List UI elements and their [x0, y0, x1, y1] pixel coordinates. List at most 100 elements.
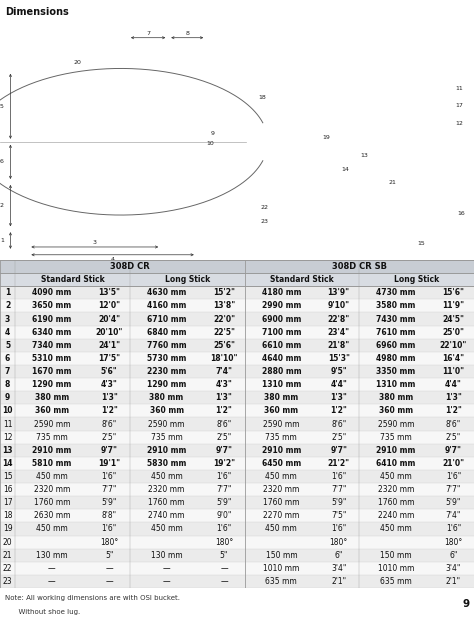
- Text: 18: 18: [3, 511, 12, 521]
- Text: 180°: 180°: [215, 538, 233, 547]
- Text: 4: 4: [110, 258, 115, 262]
- Text: 5'6": 5'6": [101, 367, 118, 376]
- Text: 21'8": 21'8": [328, 341, 350, 350]
- Text: 2880 mm: 2880 mm: [262, 367, 301, 376]
- Text: 22'8": 22'8": [328, 314, 350, 324]
- Bar: [0, 404, 474, 417]
- Text: —: —: [105, 577, 113, 586]
- Bar: [0, 535, 474, 548]
- Text: 180°: 180°: [444, 538, 463, 547]
- Text: 5'9": 5'9": [331, 498, 346, 507]
- Text: 1290 mm: 1290 mm: [147, 380, 186, 389]
- Text: 10: 10: [2, 407, 13, 415]
- Text: Without shoe lug.: Without shoe lug.: [5, 609, 80, 615]
- Text: 1'6": 1'6": [331, 524, 346, 534]
- Bar: [0, 326, 474, 339]
- Text: 450 mm: 450 mm: [265, 524, 297, 534]
- Text: 8: 8: [185, 31, 189, 36]
- Text: 1'6": 1'6": [446, 524, 461, 534]
- Text: 1010 mm: 1010 mm: [263, 564, 300, 573]
- Text: 2740 mm: 2740 mm: [148, 511, 185, 521]
- Text: 180°: 180°: [329, 538, 348, 547]
- Text: 6190 mm: 6190 mm: [32, 314, 72, 324]
- Text: —: —: [163, 564, 171, 573]
- Text: 735 mm: 735 mm: [265, 433, 297, 441]
- Text: 6900 mm: 6900 mm: [262, 314, 301, 324]
- Text: 8'6": 8'6": [101, 420, 117, 428]
- Text: —: —: [48, 577, 56, 586]
- Text: 8'6": 8'6": [446, 420, 461, 428]
- Text: 4160 mm: 4160 mm: [147, 301, 186, 310]
- Text: 6: 6: [0, 159, 4, 165]
- Text: 25'0": 25'0": [442, 327, 465, 337]
- Text: 9'5": 9'5": [330, 367, 347, 376]
- Text: 5": 5": [105, 551, 113, 560]
- Text: 150 mm: 150 mm: [265, 551, 297, 560]
- Text: 23: 23: [3, 577, 12, 586]
- Text: —: —: [163, 577, 171, 586]
- Text: 7'4": 7'4": [216, 367, 232, 376]
- Text: 15: 15: [3, 472, 12, 481]
- Text: 2'5": 2'5": [331, 433, 346, 441]
- Text: 7: 7: [146, 31, 150, 36]
- Bar: [0, 470, 474, 483]
- Text: 2910 mm: 2910 mm: [262, 446, 301, 455]
- Text: 21: 21: [389, 180, 397, 185]
- Text: 12'0": 12'0": [98, 301, 120, 310]
- Text: 19: 19: [322, 136, 330, 141]
- Text: 6340 mm: 6340 mm: [32, 327, 72, 337]
- Text: 20: 20: [73, 59, 82, 65]
- Bar: [0, 391, 474, 404]
- Text: 130 mm: 130 mm: [151, 551, 182, 560]
- Bar: [130, 273, 245, 286]
- Text: 9: 9: [462, 599, 469, 608]
- Bar: [0, 522, 474, 535]
- Text: 4730 mm: 4730 mm: [376, 288, 416, 297]
- Text: 19'2": 19'2": [213, 459, 235, 468]
- Text: 450 mm: 450 mm: [151, 472, 182, 481]
- Text: 2630 mm: 2630 mm: [34, 511, 70, 521]
- Text: 24'5": 24'5": [442, 314, 465, 324]
- Text: 5'9": 5'9": [446, 498, 461, 507]
- Text: 19: 19: [3, 524, 12, 534]
- Text: 1'6": 1'6": [446, 472, 461, 481]
- Text: 13'8": 13'8": [213, 301, 235, 310]
- Bar: [0, 378, 474, 391]
- Text: 3'4": 3'4": [331, 564, 346, 573]
- Text: 1'6": 1'6": [216, 472, 232, 481]
- Text: 11: 11: [3, 420, 12, 428]
- Bar: [0, 286, 474, 300]
- Text: 2270 mm: 2270 mm: [263, 511, 300, 521]
- Text: 1'3": 1'3": [445, 393, 462, 402]
- Text: 5'9": 5'9": [216, 498, 232, 507]
- Text: 380 mm: 380 mm: [35, 393, 69, 402]
- Text: 16'4": 16'4": [442, 354, 465, 363]
- Text: 2320 mm: 2320 mm: [263, 485, 300, 494]
- Text: 2'5": 2'5": [446, 433, 461, 441]
- Text: 3'4": 3'4": [446, 564, 461, 573]
- Text: 3580 mm: 3580 mm: [376, 301, 416, 310]
- Text: 3350 mm: 3350 mm: [376, 367, 416, 376]
- Text: 5810 mm: 5810 mm: [32, 459, 72, 468]
- Text: 2910 mm: 2910 mm: [32, 446, 72, 455]
- Text: —: —: [220, 564, 228, 573]
- Text: 9'10": 9'10": [328, 301, 350, 310]
- Text: 360 mm: 360 mm: [379, 407, 413, 415]
- Text: 20: 20: [3, 538, 12, 547]
- Text: 5'9": 5'9": [101, 498, 117, 507]
- Text: 11'0": 11'0": [442, 367, 465, 376]
- Bar: [0, 562, 474, 575]
- Text: 1760 mm: 1760 mm: [34, 498, 70, 507]
- Text: 1290 mm: 1290 mm: [32, 380, 72, 389]
- Text: 2990 mm: 2990 mm: [262, 301, 301, 310]
- Text: 8'6": 8'6": [216, 420, 232, 428]
- Text: 10: 10: [206, 141, 214, 146]
- Text: 5: 5: [5, 341, 10, 350]
- Text: 17: 17: [455, 103, 463, 108]
- Bar: [0, 496, 474, 509]
- Text: 19'1": 19'1": [98, 459, 120, 468]
- Bar: [0, 260, 15, 273]
- Text: 2910 mm: 2910 mm: [376, 446, 416, 455]
- Text: Dimensions: Dimensions: [5, 7, 68, 17]
- Text: 1'3": 1'3": [330, 393, 347, 402]
